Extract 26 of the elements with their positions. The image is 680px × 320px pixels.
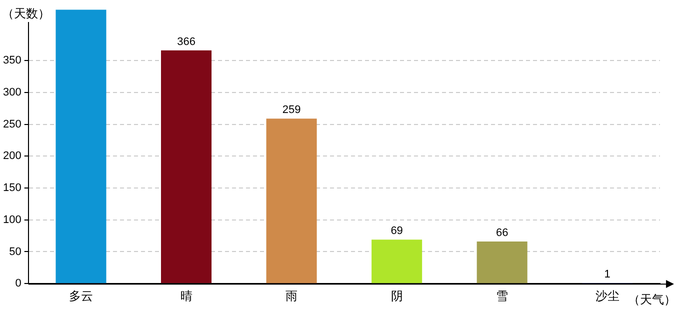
data-label: 66 xyxy=(496,227,508,240)
y-tick-label: 200 xyxy=(2,150,22,162)
y-tick-label: 50 xyxy=(9,246,22,258)
x-axis-title: （天气） xyxy=(628,292,676,306)
y-tick-label: 250 xyxy=(2,118,22,130)
data-label: 69 xyxy=(390,225,403,238)
bar xyxy=(161,50,212,284)
bar xyxy=(476,242,528,284)
bar xyxy=(56,10,106,284)
y-tick-label: 350 xyxy=(2,54,22,67)
y-tick-label: 300 xyxy=(2,86,22,98)
x-tick-label: 沙尘 xyxy=(595,289,620,304)
x-tick-label: 雨 xyxy=(286,289,298,304)
data-label: 366 xyxy=(177,36,196,48)
y-tick-label: 150 xyxy=(2,182,22,194)
bar xyxy=(266,118,317,284)
x-tick-label: 雪 xyxy=(496,289,508,304)
data-label: 259 xyxy=(282,104,301,116)
bar xyxy=(372,240,422,284)
x-tick-label: 阴 xyxy=(390,289,403,304)
x-tick-label: 晴 xyxy=(180,289,192,304)
x-tick-label: 多云 xyxy=(68,289,93,304)
data-label: 1 xyxy=(604,268,610,280)
y-tick-label: 100 xyxy=(2,214,22,226)
y-tick-label: 0 xyxy=(15,278,22,290)
y-axis-title: （天数） xyxy=(2,6,50,20)
